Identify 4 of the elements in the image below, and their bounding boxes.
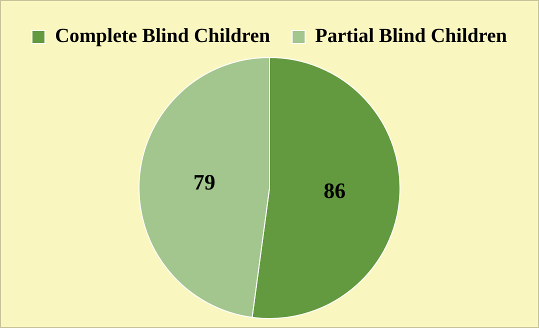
data-label: 79	[193, 169, 216, 194]
data-label: 86	[324, 178, 346, 204]
legend-label: Partial Blind Children	[315, 25, 508, 48]
legend-label: Complete Blind Children	[54, 25, 270, 48]
